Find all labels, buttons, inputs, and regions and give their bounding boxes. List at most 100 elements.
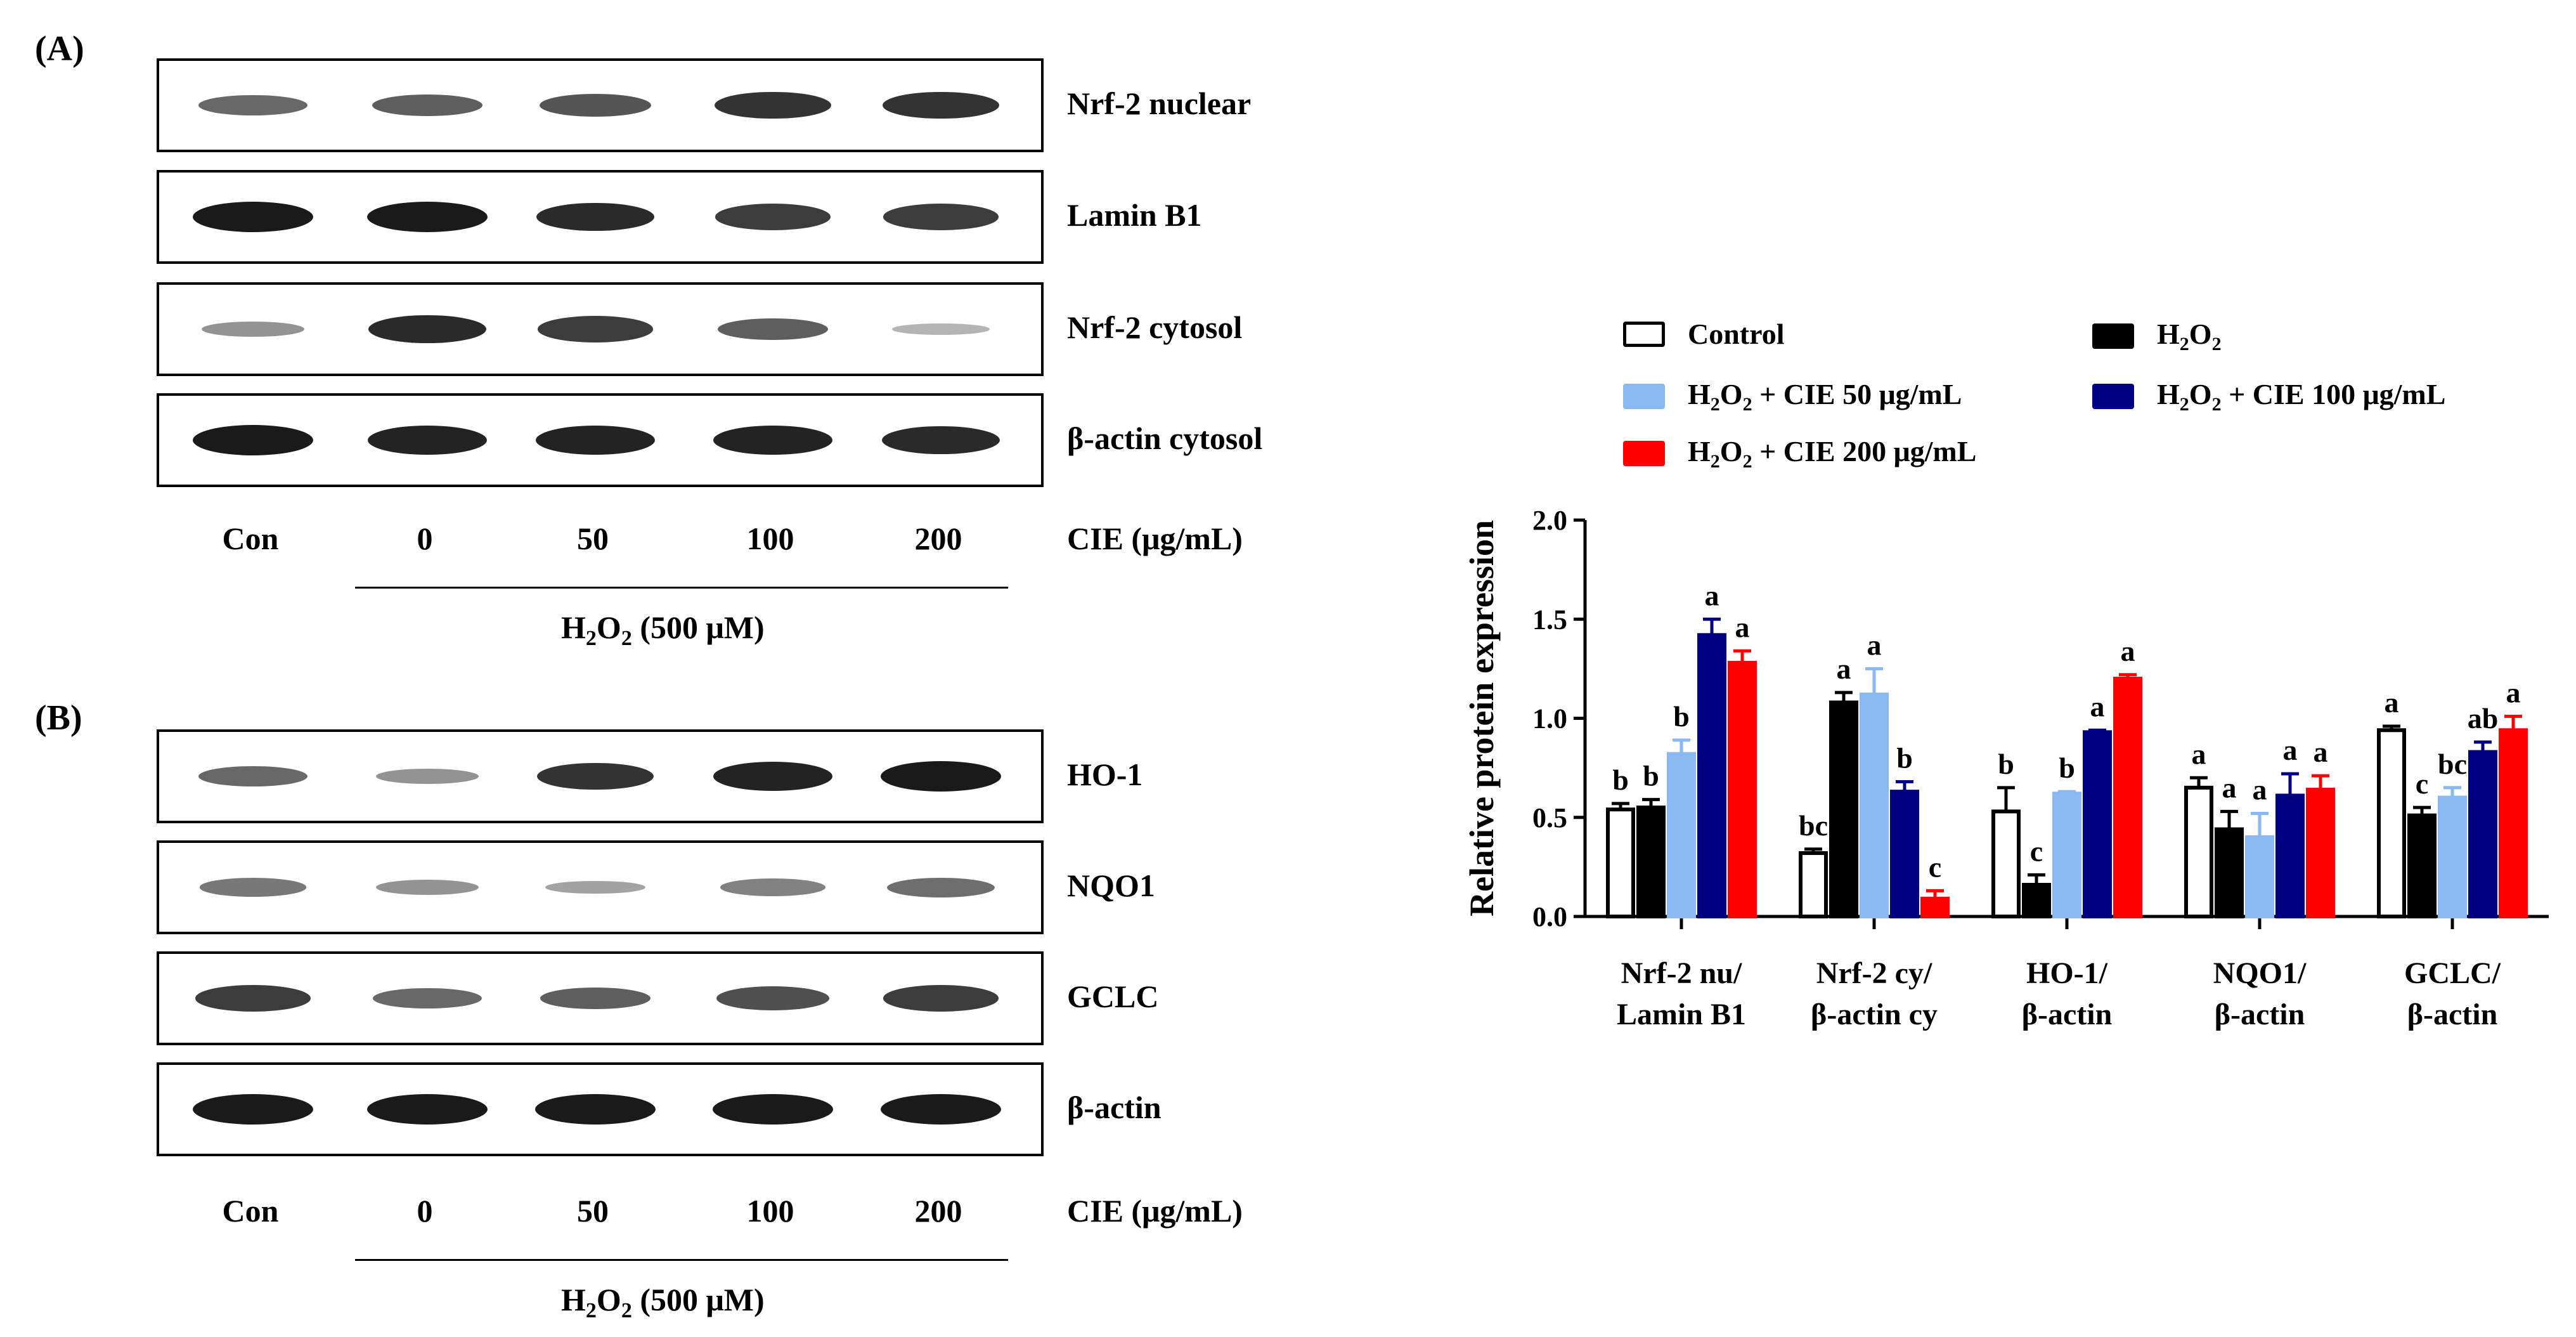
- legend-item: H2O2 + CIE 100 μg/mL: [2092, 377, 2445, 415]
- legend-item: H2O2: [2092, 317, 2222, 355]
- significance-letter: b: [1998, 748, 2014, 780]
- y-tick-label: 0.5: [1532, 802, 1567, 833]
- bar: [1606, 807, 1635, 918]
- panel-b-band: [376, 879, 479, 896]
- panel-b-band: [367, 1094, 488, 1125]
- panel-b-blot-label: NQO1: [1067, 868, 1155, 903]
- y-tick-label: 2.0: [1532, 505, 1567, 536]
- panel-a-lane-label: 50: [577, 521, 609, 556]
- panel-b-treatment-label: H2O2 (500 μM): [561, 1282, 765, 1322]
- panel-a-blot-label: Nrf-2 nuclear: [1067, 86, 1252, 121]
- panel-b-treatment-line: [355, 1259, 1008, 1261]
- significance-letter: a: [2283, 734, 2298, 766]
- panel-a-blot-2: [157, 282, 1044, 376]
- bar: [1799, 851, 1828, 918]
- bar: [2306, 788, 2335, 918]
- x-tick-label: β-actin cy: [1811, 998, 1938, 1031]
- x-tick-label: β-actin: [2022, 998, 2113, 1031]
- legend-item: H2O2 + CIE 200 μg/mL: [1623, 434, 1976, 473]
- legend-swatch: [1623, 441, 1665, 467]
- bar: [2407, 813, 2437, 918]
- panel-a-blot-1: [157, 170, 1044, 264]
- y-axis-label: Relative protein expression: [1463, 520, 1501, 916]
- x-tick-label: β-actin: [2215, 998, 2305, 1031]
- panel-a-band: [193, 425, 313, 455]
- panel-b-band: [193, 1094, 313, 1125]
- panel-b-label: (B): [35, 698, 82, 738]
- panel-a-band: [715, 204, 831, 230]
- panel-a-band: [715, 91, 831, 119]
- panel-b-blot-label: β-actin: [1067, 1090, 1162, 1125]
- legend-label: H2O2 + CIE 100 μg/mL: [2157, 378, 2446, 415]
- panel-b-band: [545, 880, 645, 894]
- legend-label: H2O2 + CIE 200 μg/mL: [1688, 435, 1977, 473]
- panel-a-band: [193, 202, 313, 232]
- x-tick-label: NQO1/: [2213, 956, 2307, 990]
- panel-b-lane-label: 100: [746, 1193, 794, 1229]
- bar: [2245, 835, 2274, 918]
- panel-b-band: [713, 761, 832, 792]
- significance-letter: a: [2121, 635, 2135, 667]
- panel-a-band: [372, 94, 482, 117]
- bar: [2215, 827, 2244, 918]
- panel-b-band: [713, 1094, 833, 1125]
- bar-chart-area: Control H2O2 H2O2 + CIE 50 μg/mL H2O2 + CIE…: [1427, 279, 2576, 1104]
- significance-letter: a: [1867, 629, 1882, 661]
- panel-b-dose-label: CIE (μg/mL): [1067, 1193, 1243, 1229]
- panel-b-band: [373, 988, 482, 1009]
- bar: [2275, 793, 2305, 918]
- panel-b-blot-3: [157, 1062, 1044, 1156]
- bar: [1697, 633, 1726, 918]
- y-tick-label: 1.5: [1532, 604, 1567, 635]
- bar: [2184, 785, 2213, 918]
- significance-letter: b: [1896, 742, 1913, 774]
- panel-b-lane-label: 0: [417, 1193, 433, 1229]
- panel-a-band: [892, 323, 990, 335]
- legend-item: Control: [1623, 317, 1785, 351]
- panel-a-lane-label: 200: [914, 521, 962, 556]
- panel-b-band: [887, 877, 995, 897]
- legend-item: H2O2 + CIE 50 μg/mL: [1623, 377, 1962, 415]
- legend-label: H2O2: [2157, 318, 2222, 355]
- significance-letter: a: [2314, 736, 2328, 768]
- bar-chart: 0.0 0.5 1.0 1.5 2.0 Relative protein expressi…: [1463, 505, 2549, 1031]
- panel-a-label: (A): [35, 29, 84, 68]
- bar: [1667, 752, 1696, 918]
- significance-letter: ab: [2468, 702, 2499, 734]
- bar: [1728, 661, 1757, 918]
- panel-a-lane-label: Con: [222, 521, 279, 556]
- significance-letter: b: [1612, 764, 1629, 796]
- bar: [1829, 700, 1858, 918]
- x-tick-label: HO-1/: [2026, 956, 2108, 990]
- significance-letter: b: [1643, 760, 1659, 792]
- panel-b-band: [720, 878, 825, 896]
- legend-swatch: [1623, 384, 1665, 410]
- panel-a-band: [713, 425, 832, 455]
- panel-b-lane-label: 50: [577, 1193, 609, 1229]
- panel-a-treatment-label: H2O2 (500 μM): [561, 610, 765, 650]
- panel-b-blot-1: [157, 840, 1044, 934]
- panel-a-band: [367, 202, 488, 232]
- significance-letter: a: [2253, 774, 2267, 806]
- panel-a-lane-label: 0: [417, 521, 433, 556]
- y-tick-label: 0.0: [1532, 901, 1567, 932]
- panel-a-blot-0: [157, 58, 1044, 152]
- legend-swatch: [2092, 323, 2134, 349]
- panel-a-band: [536, 425, 655, 455]
- legend-swatch: [2092, 384, 2134, 410]
- bar: [2468, 750, 2497, 918]
- x-tick-label: GCLC/: [2404, 956, 2501, 990]
- panel-a-lane-label: 100: [746, 521, 794, 556]
- significance-letter: c: [2416, 767, 2428, 800]
- panel-a-band: [540, 93, 651, 117]
- significance-letter: a: [2192, 738, 2206, 770]
- panel-a-band: [538, 316, 653, 342]
- x-tick-label: Lamin B1: [1617, 998, 1746, 1031]
- x-tick-label: β-actin: [2407, 998, 2498, 1031]
- bar: [1920, 896, 1950, 918]
- panel-a-band: [198, 95, 307, 116]
- panel-a-band: [536, 202, 654, 232]
- panel-b-band: [881, 1094, 1001, 1125]
- panel-a-blot-3: [157, 393, 1044, 487]
- panel-b-band: [535, 1094, 656, 1125]
